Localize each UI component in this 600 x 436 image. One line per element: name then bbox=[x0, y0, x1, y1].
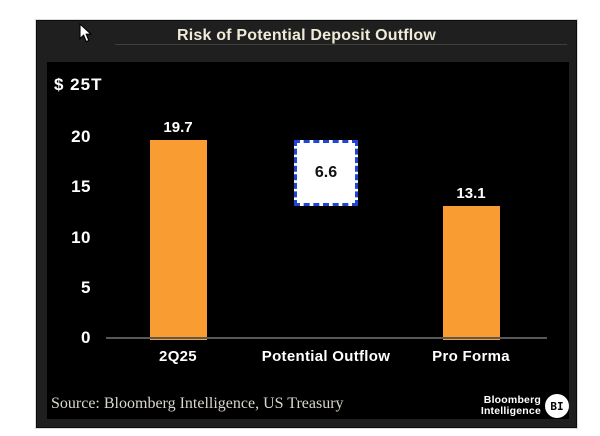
plot-area: $ 25T 20 15 10 5 0 19.7 6.6 13.1 2Q25 Potential… bbox=[47, 62, 569, 419]
y-tick-label: 5 bbox=[81, 277, 91, 297]
bloomberg-intelligence-logo: Bloomberg Intelligence BI bbox=[481, 394, 569, 418]
y-tick-label: 15 bbox=[71, 177, 91, 197]
source-text: Source: Bloomberg Intelligence, US Treas… bbox=[51, 395, 344, 412]
y-tick-label: 20 bbox=[71, 127, 91, 147]
bar-2q25 bbox=[149, 140, 207, 340]
bar-value-label: 19.7 bbox=[163, 119, 193, 137]
x-axis-label-potential-outflow: Potential Outflow bbox=[261, 348, 391, 365]
y-tick-label: 10 bbox=[71, 227, 91, 247]
zero-baseline bbox=[106, 337, 547, 339]
bi-badge-icon: BI bbox=[545, 394, 569, 418]
outflow-value-label: 6.6 bbox=[314, 164, 338, 182]
title-underline bbox=[115, 44, 567, 45]
logo-line1: Bloomberg bbox=[483, 394, 541, 406]
logo-text: Bloomberg Intelligence bbox=[481, 395, 541, 417]
logo-line2: Intelligence bbox=[480, 405, 541, 417]
potential-outflow-box[interactable]: 6.6 bbox=[294, 140, 358, 207]
bar-value-label: 13.1 bbox=[456, 185, 486, 203]
y-tick-label: 0 bbox=[81, 328, 91, 347]
chart-title: Risk of Potential Deposit Outflow bbox=[176, 27, 437, 44]
x-axis-label-pro-forma: Pro Forma bbox=[432, 348, 510, 365]
x-axis-label-2q25: 2Q25 bbox=[159, 348, 197, 365]
y-axis-unit-label: $ 25T bbox=[54, 75, 103, 94]
mouse-cursor-icon bbox=[79, 22, 93, 48]
chart-window: Risk of Potential Deposit Outflow $ 25T … bbox=[36, 20, 577, 428]
bar-pro-forma bbox=[442, 206, 500, 340]
